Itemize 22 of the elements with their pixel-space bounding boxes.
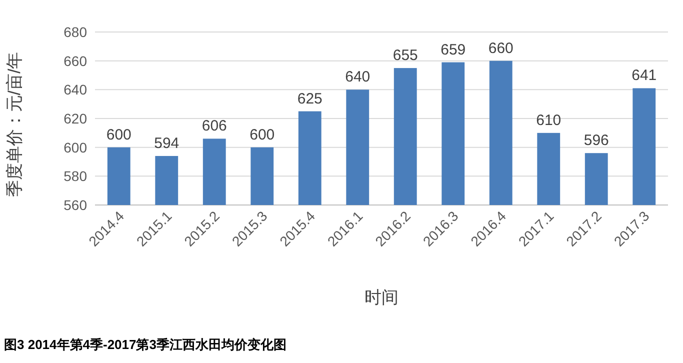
data-label: 606 xyxy=(202,118,227,135)
y-tick-label: 640 xyxy=(64,82,88,98)
y-axis-title: 季度单价：元/亩/年 xyxy=(5,52,24,198)
data-label: 600 xyxy=(250,126,275,144)
y-tick-label: 560 xyxy=(64,197,88,213)
x-axis-title: 时间 xyxy=(364,288,398,307)
y-tick-label: 660 xyxy=(64,52,88,69)
y-tick-label: 600 xyxy=(64,139,88,156)
data-label: 655 xyxy=(392,47,418,64)
caption: 图3 2014年第4季-2017第3季江西水田均价变化图 xyxy=(4,337,286,352)
y-tick-label: 620 xyxy=(64,110,88,126)
y-tick-label: 680 xyxy=(64,24,88,40)
data-label: 600 xyxy=(106,126,132,144)
data-label: 660 xyxy=(488,40,514,57)
data-label: 625 xyxy=(297,90,322,108)
data-label: 596 xyxy=(584,132,609,150)
y-tick-label: 580 xyxy=(64,168,88,184)
data-label: 610 xyxy=(536,112,562,129)
data-label: 641 xyxy=(632,67,657,84)
data-label: 640 xyxy=(345,68,370,86)
data-label: 594 xyxy=(154,134,180,152)
data-label: 659 xyxy=(440,41,466,58)
